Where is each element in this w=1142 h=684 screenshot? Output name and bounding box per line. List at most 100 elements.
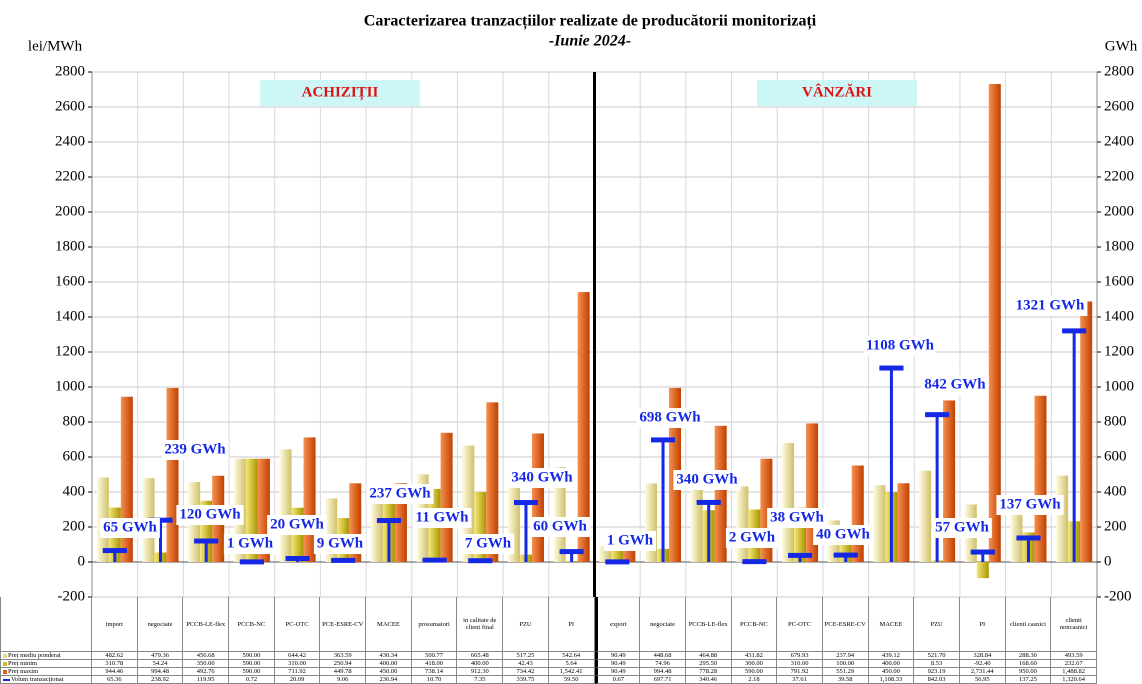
data-label-bg xyxy=(176,505,244,525)
table-value: 944.46 xyxy=(92,668,138,676)
category-label: PC-OTC xyxy=(777,597,823,652)
y-tick-label: 200 xyxy=(63,518,86,534)
table-value: 119.95 xyxy=(183,676,230,684)
table-value: 500.77 xyxy=(411,652,458,660)
table-value: 340.46 xyxy=(685,676,732,684)
y2-tick-label: -200 xyxy=(1104,588,1132,604)
table-value: 39.58 xyxy=(822,676,869,684)
y2-tick-label: 2400 xyxy=(1104,133,1134,149)
table-value: 521.70 xyxy=(914,652,960,660)
table-value: 464.88 xyxy=(685,652,732,660)
volume-cap xyxy=(605,559,630,565)
table-value: 778.28 xyxy=(685,668,732,676)
bar xyxy=(370,486,383,562)
table-value: 1,320.64 xyxy=(1051,676,1097,684)
data-label-bg xyxy=(223,534,277,554)
data-label: 1 GWh xyxy=(607,532,654,548)
table-value: 439.12 xyxy=(868,652,915,660)
y-tick-label: 800 xyxy=(63,413,86,429)
category-label: PCE-ESRE-CV xyxy=(822,597,869,652)
legend-entry: Volum tranzacționat xyxy=(0,676,92,684)
bar xyxy=(782,443,795,562)
bar xyxy=(166,387,179,562)
table-value: 492.76 xyxy=(183,668,230,676)
table-value: 0.67 xyxy=(594,676,641,684)
y-tick-label: 2000 xyxy=(55,203,85,219)
y2-tick-label: 400 xyxy=(1104,483,1127,499)
table-value: 339.75 xyxy=(503,676,549,684)
data-label-bg xyxy=(1012,296,1088,316)
table-value: 418.00 xyxy=(411,660,458,668)
bar xyxy=(976,562,989,579)
bar xyxy=(919,470,932,562)
data-label-bg xyxy=(412,508,472,528)
category-label: clienti noncasnici xyxy=(1051,597,1097,652)
legend-label: Preț mediu ponderat xyxy=(8,652,61,659)
data-label: 1108 GWh xyxy=(866,337,935,353)
category-label: export xyxy=(594,597,641,652)
table-value: 295.50 xyxy=(685,660,732,668)
legend-swatch xyxy=(3,661,7,666)
bar xyxy=(462,445,475,562)
table-value: 2,731.44 xyxy=(959,668,1006,676)
table-value: 236.94 xyxy=(366,676,412,684)
y2-axis-label: GWh xyxy=(1105,38,1138,54)
volume-cap xyxy=(468,558,493,564)
y-tick-label: 400 xyxy=(63,483,86,499)
volume-cap xyxy=(1016,535,1041,541)
table-value: 20.09 xyxy=(274,676,321,684)
table-value: 479.36 xyxy=(137,652,184,660)
data-label-bg xyxy=(313,534,367,554)
table-value: 42.43 xyxy=(503,660,549,668)
category-label: MACEE xyxy=(366,597,412,652)
volume-cap xyxy=(331,557,356,563)
volume-cap xyxy=(788,552,813,558)
bar xyxy=(279,449,292,562)
data-label-bg xyxy=(508,468,576,488)
y-axis-label: lei/MWh xyxy=(28,38,83,54)
table-value: 59.50 xyxy=(548,676,595,684)
chart-subtitle: -Iunie 2024- xyxy=(549,33,631,50)
bar xyxy=(1080,301,1093,562)
table-value: 100.00 xyxy=(822,660,869,668)
data-label-bg xyxy=(366,484,434,504)
y2-tick-label: 1600 xyxy=(1104,273,1134,289)
table-value: 250.94 xyxy=(320,660,367,668)
y2-tick-label: 1000 xyxy=(1104,378,1134,394)
y2-tick-label: 600 xyxy=(1104,448,1127,464)
table-value: 456.68 xyxy=(183,652,230,660)
data-label: 1321 GWh xyxy=(1016,297,1085,313)
category-label: PZU xyxy=(914,597,960,652)
table-value: 734.42 xyxy=(503,668,549,676)
data-label: 237 GWh xyxy=(369,485,431,501)
table-value: 590.00 xyxy=(229,652,275,660)
bar xyxy=(486,402,499,562)
annotation: ACHIZIȚII xyxy=(302,84,379,100)
table-value: 679.93 xyxy=(777,652,823,660)
category-label: PZU xyxy=(503,597,549,652)
data-label-bg xyxy=(932,518,992,538)
bar xyxy=(897,483,910,562)
table-value: 400.00 xyxy=(457,660,504,668)
legend-entry: Preț maxim xyxy=(0,668,92,676)
y2-tick-label: 800 xyxy=(1104,413,1127,429)
y2-tick-label: 1200 xyxy=(1104,343,1134,359)
bar xyxy=(736,486,749,562)
bar xyxy=(851,465,864,562)
table-value: 90.49 xyxy=(594,660,641,668)
y-tick-label: 1000 xyxy=(55,378,85,394)
table-value: 665.48 xyxy=(457,652,504,660)
data-label-bg xyxy=(161,440,229,460)
category-label: PCE-ESRE-CV xyxy=(320,597,367,652)
category-label: PCCB-NC xyxy=(229,597,275,652)
data-label: 1 GWh xyxy=(227,535,274,551)
bar xyxy=(531,433,544,562)
annotation-box xyxy=(757,80,917,106)
data-table: import negociate PCCB-LE-flex PCCB-NC PC-OTC… xyxy=(0,597,1097,684)
table-value: 5.64 xyxy=(548,660,595,668)
legend-label: Volum tranzacționat xyxy=(11,676,64,683)
data-label-bg xyxy=(863,336,937,356)
data-label: 137 GWh xyxy=(999,496,1061,512)
table-value: 450.00 xyxy=(366,668,412,676)
